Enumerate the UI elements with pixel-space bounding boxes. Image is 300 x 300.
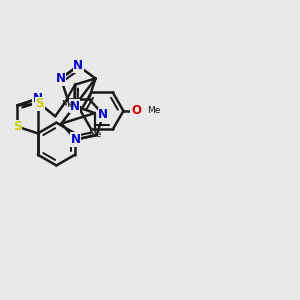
Text: S: S <box>35 98 44 110</box>
Text: N: N <box>98 108 108 121</box>
Text: N: N <box>71 133 81 146</box>
Text: N: N <box>73 59 83 72</box>
Text: Me: Me <box>88 130 101 139</box>
Text: S: S <box>13 120 22 133</box>
Text: N: N <box>33 92 43 105</box>
Text: N: N <box>70 100 80 112</box>
Text: O: O <box>131 104 141 117</box>
Text: Me: Me <box>147 106 161 116</box>
Text: Me: Me <box>61 100 74 109</box>
Text: N: N <box>56 72 66 85</box>
